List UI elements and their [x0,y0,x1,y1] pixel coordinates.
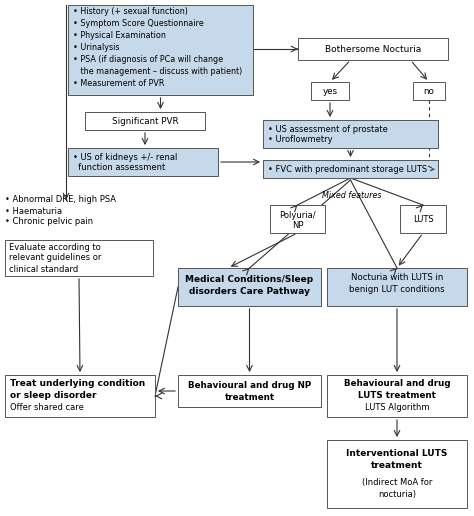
FancyBboxPatch shape [400,205,446,233]
FancyBboxPatch shape [413,82,445,100]
Text: • Urinalysis: • Urinalysis [73,43,119,53]
Text: no: no [424,87,435,95]
Text: • Measurement of PVR: • Measurement of PVR [73,79,164,89]
FancyBboxPatch shape [311,82,349,100]
Text: clinical standard: clinical standard [9,265,78,273]
FancyBboxPatch shape [327,440,467,508]
FancyBboxPatch shape [263,120,438,148]
Text: • Haematuria: • Haematuria [5,206,62,216]
FancyBboxPatch shape [270,205,325,233]
Text: (Indirect MoA for: (Indirect MoA for [362,477,432,487]
FancyBboxPatch shape [68,148,218,176]
Text: LUTS Algorithm: LUTS Algorithm [365,402,429,411]
Text: • Symptom Score Questionnaire: • Symptom Score Questionnaire [73,20,204,28]
Text: LUTS: LUTS [413,215,433,223]
Text: treatment: treatment [224,393,274,401]
Text: treatment: treatment [371,461,423,471]
Text: Treat underlying condition: Treat underlying condition [10,379,145,389]
FancyBboxPatch shape [327,268,467,306]
Text: • PSA (if diagnosis of PCa will change: • PSA (if diagnosis of PCa will change [73,56,223,64]
Text: Mixed features: Mixed features [322,191,382,201]
Text: disorders Care Pathway: disorders Care Pathway [189,287,310,297]
Text: Behavioural and drug NP: Behavioural and drug NP [188,380,311,390]
FancyBboxPatch shape [298,38,448,60]
Text: Offer shared care: Offer shared care [10,404,84,412]
Text: yes: yes [322,87,337,95]
Text: • US assessment of prostate: • US assessment of prostate [268,124,388,134]
FancyBboxPatch shape [68,5,253,95]
Text: Medical Conditions/Sleep: Medical Conditions/Sleep [185,275,314,283]
Text: • US of kidneys +/- renal: • US of kidneys +/- renal [73,153,177,162]
FancyBboxPatch shape [178,375,321,407]
FancyBboxPatch shape [178,268,321,306]
FancyBboxPatch shape [5,240,153,276]
Text: • History (+ sexual function): • History (+ sexual function) [73,8,188,17]
Text: Significant PVR: Significant PVR [112,117,178,125]
FancyBboxPatch shape [263,160,438,178]
Text: • Uroflowmetry: • Uroflowmetry [268,136,333,144]
Text: Nocturia with LUTS in: Nocturia with LUTS in [351,273,443,282]
FancyBboxPatch shape [5,375,155,417]
Text: NP: NP [292,220,303,230]
FancyBboxPatch shape [85,112,205,130]
Text: Interventional LUTS: Interventional LUTS [346,449,447,459]
Text: function assessment: function assessment [73,164,165,172]
Text: nocturia): nocturia) [378,490,416,498]
Text: relevant guidelines or: relevant guidelines or [9,253,101,263]
Text: Evaluate according to: Evaluate according to [9,243,101,251]
Text: benign LUT conditions: benign LUT conditions [349,285,445,295]
Text: • Physical Examination: • Physical Examination [73,31,166,40]
Text: Bothersome Nocturia: Bothersome Nocturia [325,44,421,54]
Text: • Abnormal DRE, high PSA: • Abnormal DRE, high PSA [5,196,116,204]
FancyBboxPatch shape [327,375,467,417]
Text: • FVC with predominant storage LUTS: • FVC with predominant storage LUTS [268,165,427,173]
Text: • Chronic pelvic pain: • Chronic pelvic pain [5,218,93,227]
Text: the management – discuss with patient): the management – discuss with patient) [73,68,242,76]
Text: or sleep disorder: or sleep disorder [10,392,97,400]
Text: Polyuria/: Polyuria/ [279,211,316,219]
Text: LUTS treatment: LUTS treatment [358,391,436,399]
Text: Behavioural and drug: Behavioural and drug [344,379,450,389]
